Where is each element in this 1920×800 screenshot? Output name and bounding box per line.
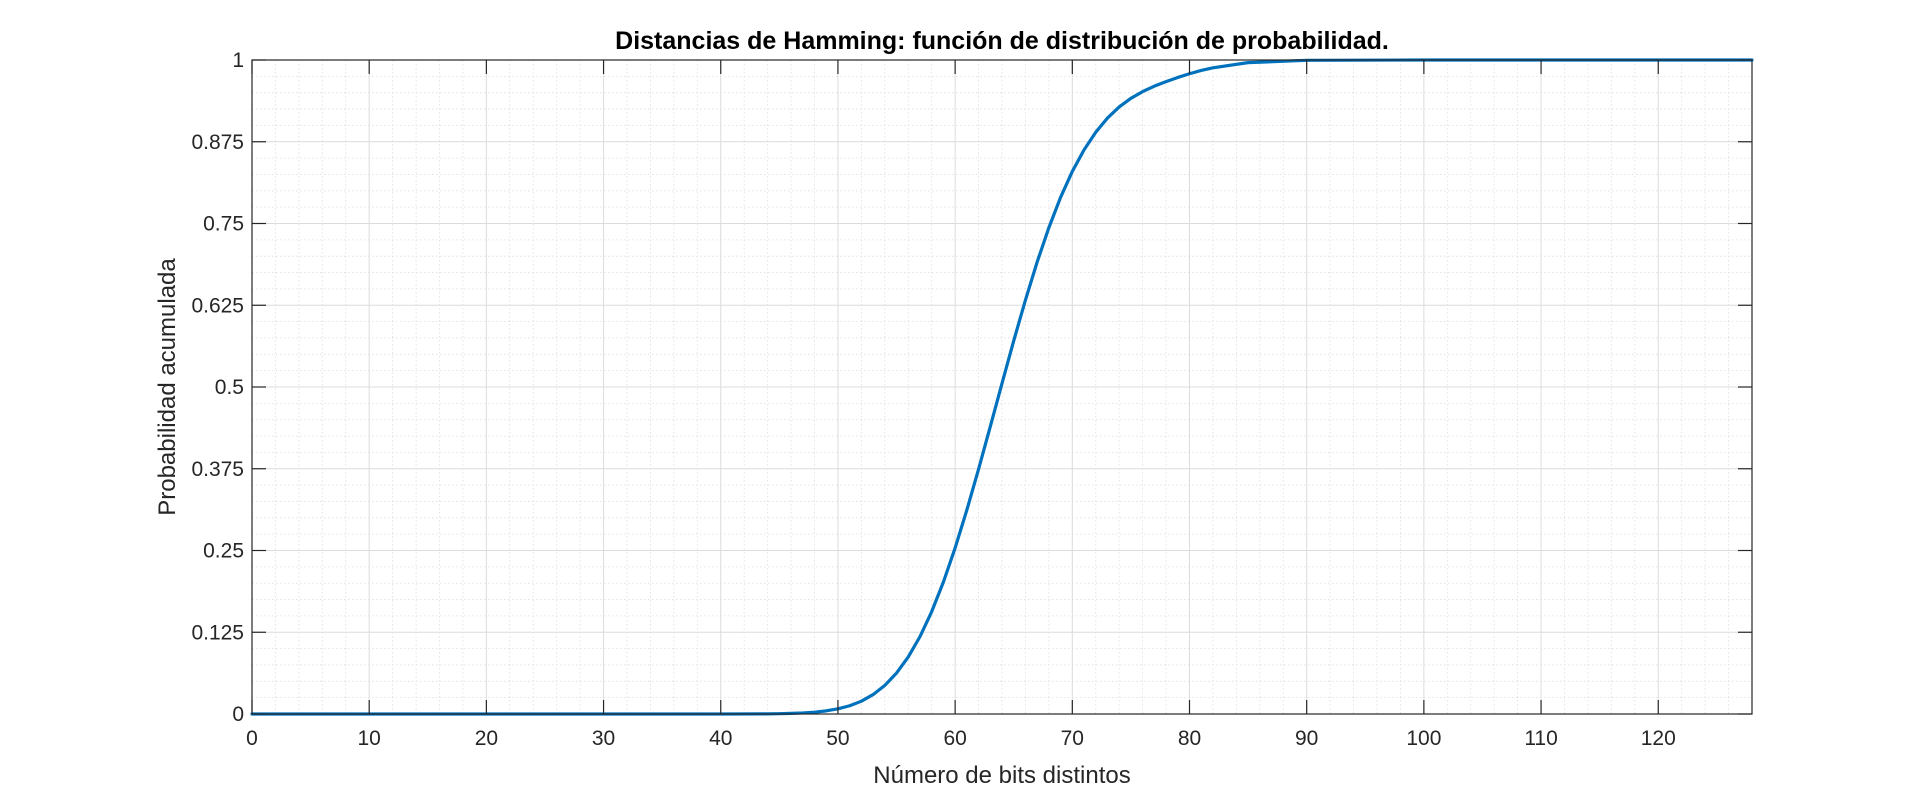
y-tick-labels: 0 0.125 0.25 0.375 0.5 0.625 0.75 0.875 1 xyxy=(191,49,244,726)
x-tick-label: 50 xyxy=(826,727,849,750)
x-tick-label: 20 xyxy=(475,727,498,750)
x-tick-label: 120 xyxy=(1641,727,1676,750)
y-tick-label: 0.5 xyxy=(215,376,244,399)
x-tick-label: 70 xyxy=(1061,727,1084,750)
x-tick-label: 0 xyxy=(246,727,258,750)
y-tick-label: 0.375 xyxy=(191,458,244,481)
axis-ticks xyxy=(251,59,1752,715)
x-tick-label: 60 xyxy=(943,727,966,750)
x-tick-label: 100 xyxy=(1406,727,1441,750)
cdf-series-line xyxy=(250,58,1754,716)
y-tick-label: 0.125 xyxy=(191,621,244,644)
x-tick-label: 10 xyxy=(358,727,381,750)
x-tick-label: 90 xyxy=(1295,727,1318,750)
chart-title: Distancias de Hamming: función de distri… xyxy=(615,27,1389,55)
x-tick-label: 110 xyxy=(1524,727,1557,750)
y-tick-label: 0.75 xyxy=(203,213,244,236)
y-tick-label: 0.25 xyxy=(203,540,244,563)
y-axis-label: Probabilidad acumulada xyxy=(154,258,181,516)
x-axis-label: Número de bits distintos xyxy=(873,762,1130,789)
y-tick-label: 1 xyxy=(232,49,244,72)
y-tick-label: 0.625 xyxy=(191,294,244,317)
y-tick-label: 0 xyxy=(232,703,244,726)
x-tick-labels: 0 10 20 30 40 50 60 70 80 90 100 110 120 xyxy=(246,727,1676,750)
x-tick-label: 30 xyxy=(592,727,615,750)
x-tick-label: 80 xyxy=(1178,727,1201,750)
x-tick-label: 40 xyxy=(709,727,732,750)
y-tick-label: 0.875 xyxy=(191,131,244,154)
minor-grid xyxy=(252,60,1753,714)
